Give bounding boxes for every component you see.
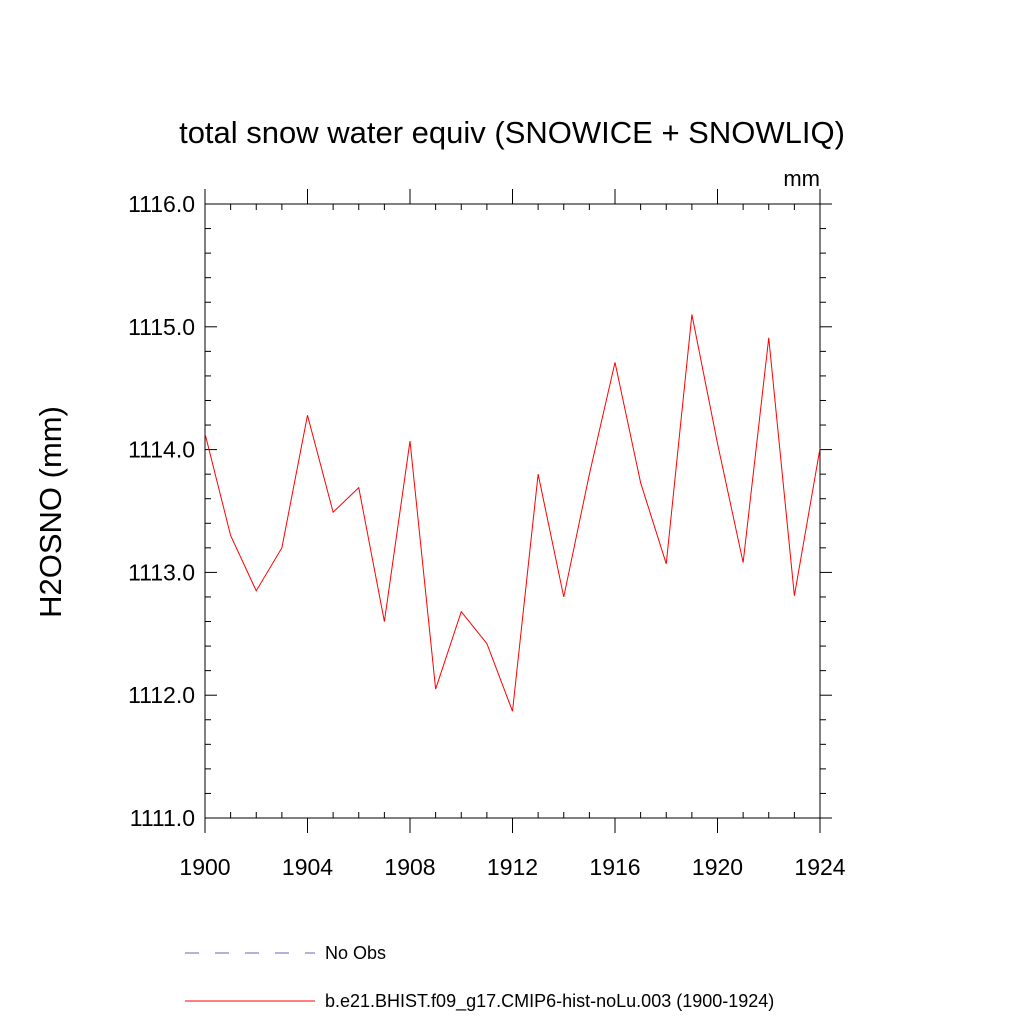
legend-label-model: b.e21.BHIST.f09_g17.CMIP6-hist-noLu.003 … [325,991,774,1012]
y-tick-label: 1116.0 [128,191,195,217]
data-point [203,432,207,436]
data-point [562,595,566,599]
units-label: mm [783,166,820,191]
y-tick-label: 1112.0 [128,682,195,708]
plot-frame [204,203,821,819]
data-point [818,446,822,450]
data-point [306,413,310,417]
y-tick-label: 1115.0 [128,314,195,340]
tick-labels: 1111.0 1112.0 1113.0 1114.0 1115.0 1116.0 1900… [128,191,846,880]
x-tick-label: 1920 [692,854,743,880]
x-tick-label: 1900 [179,854,230,880]
data-point [280,546,284,550]
data-point [767,336,771,340]
data-point [639,481,643,485]
x-tick-label: 1924 [794,854,845,880]
series-layer [203,313,822,713]
x-tick-label: 1916 [589,854,640,880]
data-point [716,441,720,445]
x-tick-label: 1912 [487,854,538,880]
legend-label-no-obs: No Obs [325,943,386,963]
legend: No Obs b.e21.BHIST.f09_g17.CMIP6-hist-no… [185,943,774,1012]
x-tick-label: 1904 [282,854,333,880]
data-point [331,510,335,514]
data-point [357,486,361,490]
data-point [434,687,438,691]
data-point [382,620,386,624]
data-point [485,642,489,646]
minor-ticks [205,204,826,818]
y-tick-label: 1113.0 [128,559,195,585]
data-point [690,313,694,317]
major-ticks [204,189,832,833]
data-point [229,534,233,538]
chart-title: total snow water equiv (SNOWICE + SNOWLI… [179,115,845,150]
data-point [792,594,796,598]
data-point [254,589,258,593]
data-point [613,360,617,364]
y-tick-label: 1111.0 [130,805,195,831]
y-tick-label: 1114.0 [128,437,195,463]
x-tick-label: 1908 [384,854,435,880]
data-point [664,562,668,566]
data-point [408,439,412,443]
data-point [511,709,515,713]
data-point [459,610,463,614]
data-point [536,472,540,476]
data-point [741,561,745,565]
y-axis-label: H2OSNO (mm) [33,406,68,618]
series-line-0 [204,314,821,712]
data-point [587,472,591,476]
